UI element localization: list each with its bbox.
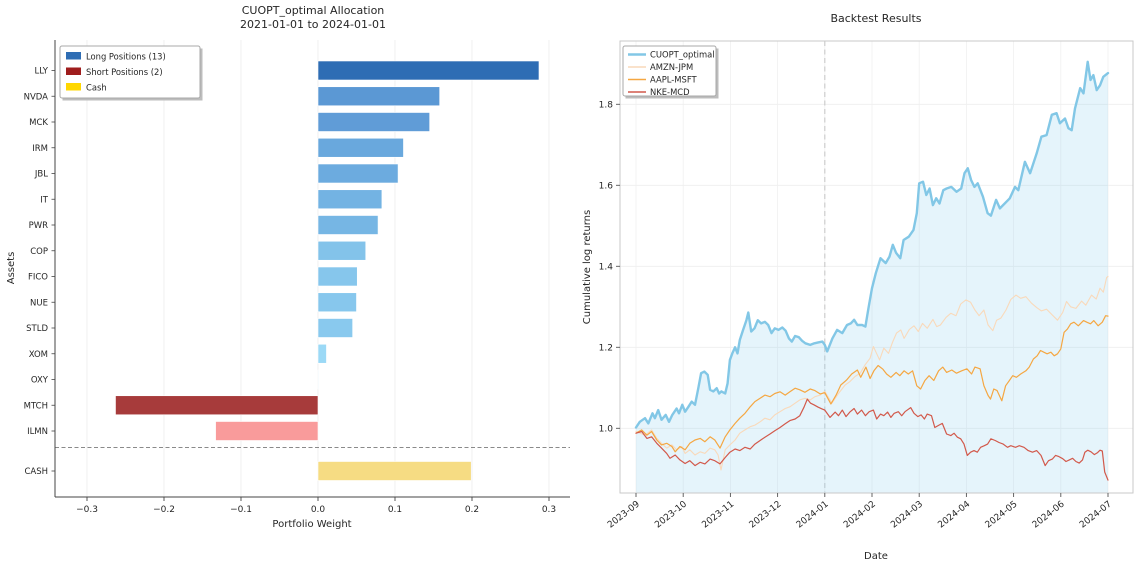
- allocation-chart: LLY NVDA MCK IRM JBL IT PWR COP FICO NUE STLD XOM OX…: [0, 0, 570, 566]
- asset-label-STLD: STLD: [26, 324, 48, 334]
- bar-MCK: [317, 112, 430, 132]
- allocation-xaxis-label: Portfolio Weight: [272, 519, 351, 530]
- bar-ILMN: [215, 421, 319, 441]
- bar-COP: [317, 240, 367, 261]
- asset-label-MCK: MCK: [29, 118, 48, 128]
- asset-label-NVDA: NVDA: [24, 92, 49, 102]
- xtick-label-2024-07: 2024-07: [1078, 499, 1114, 530]
- bar-OXY: [317, 369, 320, 390]
- ytick-label: 1.6: [599, 181, 614, 191]
- bar-LLY: [317, 60, 540, 81]
- xtick-label: −0.2: [153, 505, 175, 515]
- xtick-label: 0.2: [465, 505, 479, 515]
- legend-label-cash: Cash: [86, 83, 107, 93]
- backtest-yaxis-label: Cumulative log returns: [582, 210, 593, 324]
- plot-border: [619, 40, 1134, 494]
- xtick-label-2024-01: 2024-01: [795, 499, 831, 530]
- asset-label-XOM: XOM: [29, 350, 48, 360]
- backtest-chart: 1.0 1.2 1.4 1.6 1.8 2023-09 2023-10 2023-11 2023…: [570, 0, 1140, 566]
- allocation-axes: −0.3 −0.2 −0.1 0.0 0.1 0.2 0.3: [51, 40, 570, 515]
- xtick-label-2023-12: 2023-12: [748, 499, 784, 530]
- xtick-label-2024-05: 2024-05: [984, 499, 1020, 530]
- xtick-label-2023-09: 2023-09: [606, 499, 642, 530]
- asset-label-IT: IT: [40, 195, 49, 205]
- bar-NUE: [317, 292, 357, 313]
- bar-IT: [317, 189, 383, 210]
- backtest-title: Backtest Results: [830, 12, 921, 25]
- legend-label-amzn-jpm: AMZN-JPM: [650, 62, 693, 72]
- bar-PWR: [317, 215, 379, 235]
- allocation-yaxis-label: Assets: [6, 252, 17, 285]
- xtick-label-2024-02: 2024-02: [842, 499, 878, 530]
- xtick-label: 0.1: [388, 505, 402, 515]
- series-line-CUOPT_optimal: [634, 60, 1110, 429]
- legend-label-long: Long Positions (13): [86, 52, 166, 62]
- bar-NVDA: [317, 86, 440, 107]
- bar-MTCH: [115, 395, 319, 416]
- allocation-legend: Long Positions (13) Short Positions (2) …: [59, 45, 203, 101]
- bar-CASH: [317, 461, 472, 481]
- backtest-series-lines: [634, 60, 1110, 481]
- allocation-chart-svg: LLY NVDA MCK IRM JBL IT PWR COP FICO NUE STLD XOM OX…: [6, 4, 570, 530]
- allocation-bars: LLY NVDA MCK IRM JBL IT PWR COP FICO NUE STLD XOM OX…: [24, 60, 540, 481]
- series-line-AMZN-JPM: [635, 275, 1109, 471]
- xtick-label-2023-10: 2023-10: [653, 499, 689, 530]
- ytick-label: 1.8: [599, 100, 614, 110]
- asset-label-OXY: OXY: [31, 376, 49, 386]
- allocation-title-line2: 2021-01-01 to 2024-01-01: [240, 18, 386, 31]
- bar-XOM: [317, 343, 327, 364]
- xtick-label: −0.1: [230, 505, 252, 515]
- legend-box: [59, 45, 201, 99]
- legend-label-cuopt: CUOPT_optimal: [650, 50, 715, 60]
- asset-label-FICO: FICO: [28, 273, 48, 283]
- backtest-chart-svg: 1.0 1.2 1.4 1.6 1.8 2023-09 2023-10 2023-11 2023…: [582, 12, 1134, 562]
- asset-label-JBL: JBL: [34, 170, 48, 180]
- legend-swatch-long: [66, 52, 81, 60]
- backtest-xaxis-label: Date: [864, 551, 888, 562]
- xtick-label-2024-06: 2024-06: [1031, 499, 1067, 530]
- xtick-label-2024-04: 2024-04: [936, 499, 972, 530]
- xtick-label-2024-03: 2024-03: [889, 499, 925, 530]
- bar-JBL: [317, 163, 399, 184]
- xtick-label: 0.0: [311, 505, 326, 515]
- asset-label-ILMN: ILMN: [27, 427, 48, 437]
- legend-label-nke-mcd: NKE-MCD: [650, 87, 690, 97]
- backtest-legend: CUOPT_optimal AMZN-JPM AAPL-MSFT NKE-MCD: [622, 45, 719, 99]
- asset-label-IRM: IRM: [32, 144, 48, 154]
- asset-label-COP: COP: [30, 247, 48, 257]
- asset-label-LLY: LLY: [34, 67, 48, 77]
- asset-label-PWR: PWR: [29, 221, 49, 231]
- series-line-AAPL-MSFT: [635, 315, 1109, 453]
- xtick-label: 0.3: [542, 505, 556, 515]
- bar-FICO: [317, 266, 358, 287]
- xtick-label: −0.3: [76, 505, 98, 515]
- legend-swatch-short: [66, 67, 81, 75]
- xtick-label-2023-11: 2023-11: [700, 499, 736, 530]
- series-line-NKE-MCD: [635, 398, 1109, 481]
- backtest-gridlines: [620, 41, 1133, 493]
- ytick-label: 1.2: [599, 343, 613, 353]
- ytick-label: 1.4: [599, 262, 614, 272]
- legend-label-short: Short Positions (2): [86, 67, 163, 77]
- cuopt-fill-area: [636, 61, 1108, 494]
- ytick-label: 1.0: [599, 424, 614, 434]
- allocation-title-line1: CUOPT_optimal Allocation: [242, 4, 385, 17]
- legend-swatch-cash: [66, 83, 81, 91]
- backtest-fill-area: [636, 61, 1108, 494]
- legend-box: [622, 45, 717, 97]
- asset-label-CASH: CASH: [24, 467, 48, 477]
- asset-label-MTCH: MTCH: [24, 401, 48, 411]
- bar-STLD: [317, 318, 353, 338]
- asset-label-NUE: NUE: [30, 298, 48, 308]
- bar-IRM: [317, 137, 404, 158]
- legend-label-aapl-msft: AAPL-MSFT: [650, 75, 697, 85]
